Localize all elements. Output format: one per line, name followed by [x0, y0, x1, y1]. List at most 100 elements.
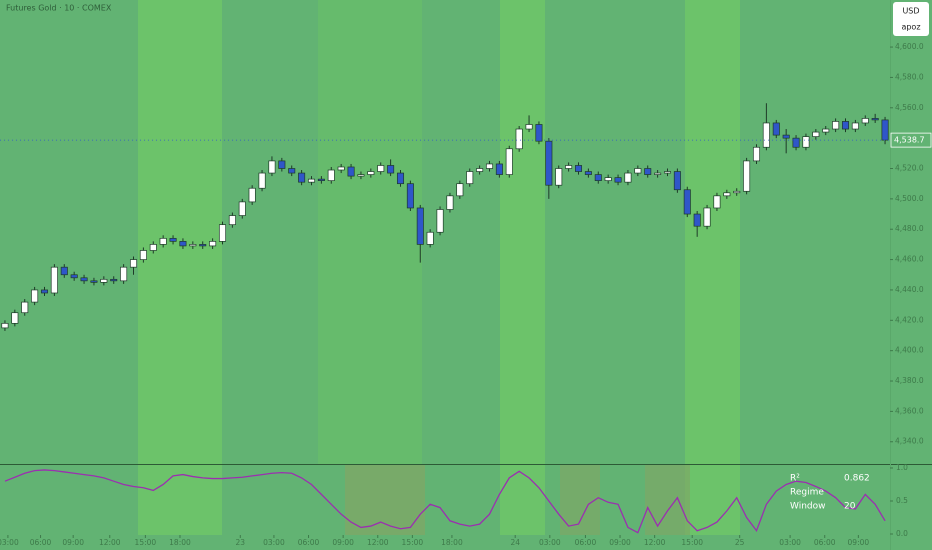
candle-body — [209, 241, 217, 247]
candle-body — [535, 124, 543, 142]
candle-body — [466, 171, 474, 185]
candle-body — [169, 237, 177, 242]
candle-body — [337, 166, 345, 171]
x-tick-label: 09:00 — [332, 538, 354, 547]
candle-body — [327, 169, 335, 181]
table-value: 0.862 — [844, 474, 870, 484]
y-tick-label: 4,440.0 — [895, 285, 924, 294]
indicator-y-tick-label: 0.5 — [896, 496, 908, 505]
x-tick-label: 03:00 — [539, 538, 561, 547]
x-tick-label: 06:00 — [814, 538, 836, 547]
candle-body — [881, 119, 889, 141]
candle-body — [100, 278, 108, 283]
candle-body — [624, 172, 632, 183]
candle-body — [476, 168, 484, 172]
candle-body — [40, 289, 49, 294]
indicator-y-tick-label: 0.0 — [896, 529, 908, 538]
y-tick-label: 4,560.0 — [895, 103, 924, 112]
candle-body — [525, 124, 533, 130]
candle-body — [752, 146, 761, 162]
candle-body — [139, 250, 147, 260]
x-tick-label: 03:00 — [263, 538, 285, 547]
chart-title: Futures Gold · 10 · COMEX — [6, 4, 112, 13]
candle-body — [802, 136, 810, 148]
candle-body — [733, 190, 741, 194]
y-tick-label: 4,400.0 — [895, 346, 924, 355]
candle-body — [317, 178, 325, 181]
trend-band — [318, 0, 422, 465]
candle-body — [70, 274, 78, 279]
trend-band — [685, 0, 740, 535]
regime-bands — [138, 0, 740, 535]
x-tick-label: 03:00 — [779, 538, 801, 547]
candle-body — [90, 280, 98, 283]
candle-body — [268, 160, 276, 174]
y-tick-label: 4,600.0 — [895, 42, 924, 51]
candle-body — [505, 148, 513, 175]
candle-body — [228, 215, 236, 226]
candle-body — [426, 231, 434, 245]
x-tick-label: 18:00 — [169, 538, 191, 547]
candle-body — [120, 266, 128, 282]
candle-body — [396, 172, 405, 185]
candle-body — [416, 207, 424, 245]
x-tick-label: 09:00 — [609, 538, 631, 547]
candle-body — [80, 277, 88, 282]
x-tick-label: 06:00 — [575, 538, 597, 547]
y-tick-label: 4,340.0 — [895, 437, 924, 446]
candle-body — [693, 213, 701, 227]
candle-body — [604, 177, 612, 181]
y-tick-label: 4,500.0 — [895, 194, 924, 203]
candle-body — [179, 241, 187, 247]
candle-body — [110, 278, 118, 282]
x-tick-label: 12:00 — [644, 538, 666, 547]
candle-body — [436, 209, 444, 233]
candle-body — [31, 289, 39, 303]
candle-body — [812, 131, 820, 137]
candle-body — [50, 266, 58, 294]
candle-body — [683, 189, 691, 215]
candle-body — [663, 171, 672, 174]
candle-body — [278, 160, 286, 169]
candle-body — [218, 224, 227, 242]
candle-body — [654, 172, 662, 175]
candle-body — [713, 195, 721, 209]
range-band — [645, 465, 690, 535]
candle-body — [762, 122, 770, 148]
candle-body — [743, 160, 751, 192]
candle-body — [357, 174, 365, 177]
candle-body — [189, 244, 197, 247]
x-tick-label: 06:00 — [30, 538, 52, 547]
candle-body — [367, 171, 375, 175]
y-tick-label: 4,360.0 — [895, 406, 924, 415]
y-tick-label: 4,520.0 — [895, 164, 924, 173]
x-tick-label: 12:00 — [367, 538, 389, 547]
candle-body — [199, 244, 207, 247]
candle-body — [614, 177, 622, 183]
candle-body — [871, 118, 879, 121]
candle-body — [851, 122, 859, 130]
x-tick-label: 09:00 — [62, 538, 84, 547]
x-tick-label: 09:00 — [848, 538, 870, 547]
x-tick-label: 18:00 — [441, 538, 463, 547]
currency: USD — [902, 7, 919, 16]
candle-body — [545, 140, 553, 186]
x-tick-label: 25 — [735, 538, 745, 547]
candle-body — [644, 168, 652, 175]
candle-body — [60, 266, 68, 276]
currency-box[interactable] — [893, 2, 929, 36]
x-tick-label: 06:00 — [298, 538, 320, 547]
candle-body — [456, 183, 464, 197]
candle-body — [634, 168, 642, 174]
x-tick-label: 15:00 — [681, 538, 703, 547]
candle-body — [832, 121, 840, 130]
candle-body — [594, 174, 602, 181]
candle-body — [377, 165, 385, 172]
plot: 4,340.0 4,360.0 4,380.0 4,400.0 4,420.0 4,440… — [0, 42, 932, 547]
y-tick-label: 4,460.0 — [895, 255, 924, 264]
candle-body — [574, 165, 583, 172]
candle-body — [387, 165, 395, 174]
candle-body — [723, 192, 731, 197]
candle-body — [446, 195, 454, 210]
